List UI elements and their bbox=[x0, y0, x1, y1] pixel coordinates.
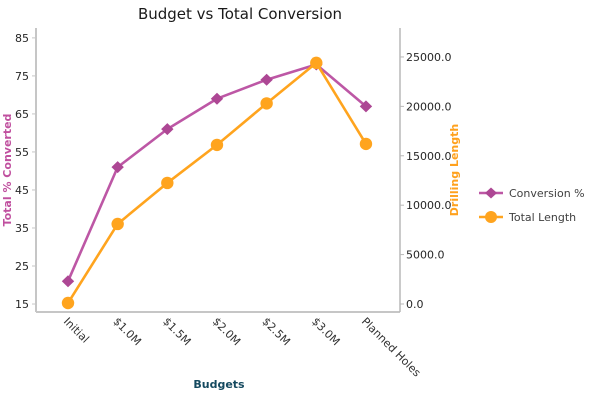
x-tick-label: $3.0M bbox=[309, 315, 342, 348]
x-tick-label: Initial bbox=[61, 315, 92, 346]
x-tick-label: $1.0M bbox=[111, 315, 144, 348]
series-layer bbox=[61, 56, 373, 310]
x-tick-label: $2.5M bbox=[260, 315, 293, 348]
y-right-tick-label: 20000.0 bbox=[406, 100, 452, 113]
legend-label-conversion: Conversion % bbox=[509, 187, 585, 200]
y-left-tick-label: 55 bbox=[15, 146, 29, 159]
data-point-circle-marker bbox=[61, 296, 75, 310]
data-point-circle-marker bbox=[210, 138, 224, 152]
data-point-circle-marker bbox=[111, 217, 124, 231]
data-point-diamond-marker bbox=[111, 161, 124, 174]
y-right-tick-label: 0.0 bbox=[406, 298, 424, 311]
data-point-diamond-marker bbox=[359, 100, 373, 113]
data-point-diamond-marker bbox=[260, 73, 273, 86]
y-left-tick-label: 15 bbox=[15, 298, 29, 311]
data-point-circle-marker bbox=[310, 56, 323, 70]
legend-diamond-marker-icon bbox=[485, 187, 497, 199]
data-point-circle-marker bbox=[260, 97, 273, 110]
chart-title: Budget vs Total Conversion bbox=[138, 5, 342, 23]
y-right-axis-title: Drilling Length bbox=[448, 124, 461, 216]
y-left-tick-label: 75 bbox=[15, 70, 29, 83]
y-right-tick-label: 5000.0 bbox=[406, 249, 445, 262]
y-left-tick-label: 85 bbox=[15, 32, 29, 45]
legend-circle-marker-icon bbox=[485, 211, 497, 223]
y-left-ticks: 15 25 35 45 55 65 75 85 bbox=[15, 32, 36, 311]
y-left-tick-label: 45 bbox=[15, 184, 29, 197]
y-left-tick-label: 65 bbox=[15, 108, 29, 121]
y-right-tick-label: 15000.0 bbox=[406, 150, 452, 163]
legend: Conversion % Total Length bbox=[479, 187, 585, 224]
y-left-axis-title: Total % Converted bbox=[1, 114, 14, 227]
y-right-ticks: 0.0 5000.0 10000.0 15000.0 20000.0 25000.0 bbox=[400, 51, 452, 311]
y-right-tick-label: 25000.0 bbox=[406, 51, 452, 64]
x-axis-title: Budgets bbox=[193, 378, 245, 391]
data-point-circle-marker bbox=[161, 176, 174, 190]
legend-item-conversion: Conversion % bbox=[479, 187, 585, 200]
y-left-tick-label: 25 bbox=[15, 260, 29, 273]
legend-label-total-length: Total Length bbox=[508, 211, 576, 224]
legend-item-total-length: Total Length bbox=[479, 211, 576, 224]
y-left-tick-label: 35 bbox=[15, 222, 29, 235]
x-tick-labels: Initial $1.0M $1.5M $2.0M $2.5M $3.0M Planned … bbox=[61, 315, 424, 380]
x-tick-label: $2.0M bbox=[210, 315, 243, 348]
data-point-circle-marker bbox=[359, 137, 373, 151]
x-tick-label: Planned Holes bbox=[359, 315, 424, 380]
data-point-diamond-marker bbox=[210, 92, 224, 105]
y-right-tick-label: 10000.0 bbox=[406, 199, 452, 212]
data-point-diamond-marker bbox=[61, 275, 75, 288]
x-tick-label: $1.5M bbox=[160, 315, 193, 348]
